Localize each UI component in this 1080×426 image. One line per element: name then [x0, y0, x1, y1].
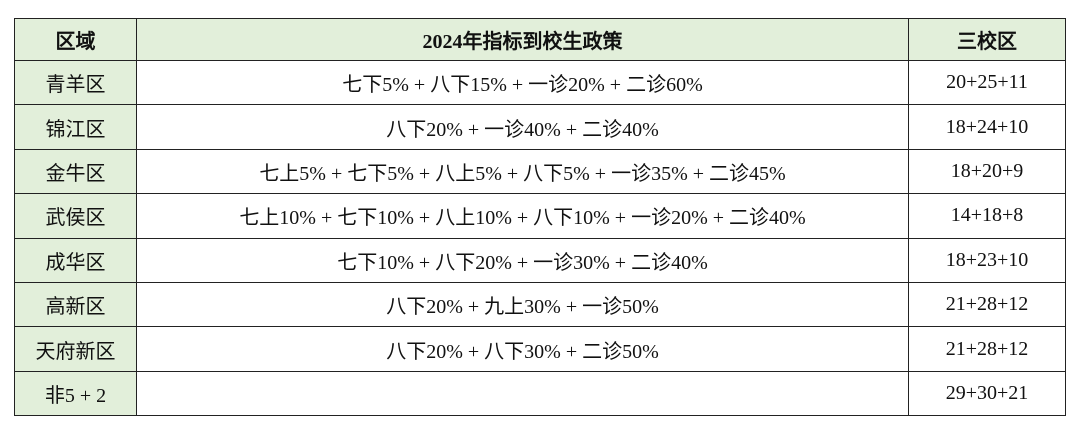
table-row: 武侯区 七上10% + 七下10% + 八上10% + 八下10% + 一诊20%… — [14, 193, 1066, 239]
region-cell: 成华区 — [14, 237, 137, 283]
campus-cell: 21+28+12 — [908, 326, 1066, 372]
campus-cell: 18+23+10 — [908, 237, 1066, 283]
table-body: 青羊区 七下5% + 八下15% + 一诊20% + 二诊60% 20+25+11 锦… — [14, 59, 1066, 417]
header-cell: 2024年指标到校生政策 — [136, 18, 909, 61]
table-row: 成华区 七下10% + 八下20% + 一诊30% + 二诊40% 18+23+10 — [14, 237, 1066, 283]
campus-cell: 20+25+11 — [908, 59, 1066, 106]
region-cell: 青羊区 — [14, 59, 137, 106]
policy-cell: 七上5% + 七下5% + 八上5% + 八下5% + 一诊35% + 二诊45… — [136, 148, 909, 195]
campus-cell: 18+20+9 — [908, 148, 1066, 195]
table-row: 非5 + 2 29+30+21 — [14, 370, 1066, 417]
region-cell: 天府新区 — [14, 326, 137, 372]
header-cell: 三校区 — [908, 18, 1066, 61]
region-cell: 武侯区 — [14, 193, 137, 239]
table-row: 锦江区 八下20% + 一诊40% + 二诊40% 18+24+10 — [14, 104, 1066, 150]
policy-cell: 七下5% + 八下15% + 一诊20% + 二诊60% — [136, 59, 909, 106]
table-row: 高新区 八下20% + 九上30% + 一诊50% 21+28+12 — [14, 281, 1066, 328]
policy-cell: 八下20% + 八下30% + 二诊50% — [136, 326, 909, 372]
policy-cell: 八下20% + 九上30% + 一诊50% — [136, 281, 909, 328]
policy-cell: 七下10% + 八下20% + 一诊30% + 二诊40% — [136, 237, 909, 283]
region-cell: 高新区 — [14, 281, 137, 328]
campus-cell: 18+24+10 — [908, 104, 1066, 150]
campus-cell: 29+30+21 — [908, 370, 1066, 417]
table-row: 金牛区 七上5% + 七下5% + 八上5% + 八下5% + 一诊35% + 二… — [14, 148, 1066, 195]
region-cell: 锦江区 — [14, 104, 137, 150]
table-row: 青羊区 七下5% + 八下15% + 一诊20% + 二诊60% 20+25+11 — [14, 59, 1066, 106]
region-cell: 金牛区 — [14, 148, 137, 195]
region-cell: 非5 + 2 — [14, 370, 137, 417]
campus-cell: 14+18+8 — [908, 193, 1066, 239]
campus-cell: 21+28+12 — [908, 281, 1066, 328]
header-cell: 区域 — [14, 18, 137, 61]
policy-table: 区域 2024年指标到校生政策 三校区 青羊区 七下5% + 八下15% + 一诊… — [14, 18, 1066, 417]
policy-cell: 七上10% + 七下10% + 八上10% + 八下10% + 一诊20% + … — [136, 193, 909, 239]
policy-cell — [136, 370, 909, 417]
header-row: 区域 2024年指标到校生政策 三校区 — [14, 18, 1066, 61]
policy-cell: 八下20% + 一诊40% + 二诊40% — [136, 104, 909, 150]
table-row: 天府新区 八下20% + 八下30% + 二诊50% 21+28+12 — [14, 326, 1066, 372]
